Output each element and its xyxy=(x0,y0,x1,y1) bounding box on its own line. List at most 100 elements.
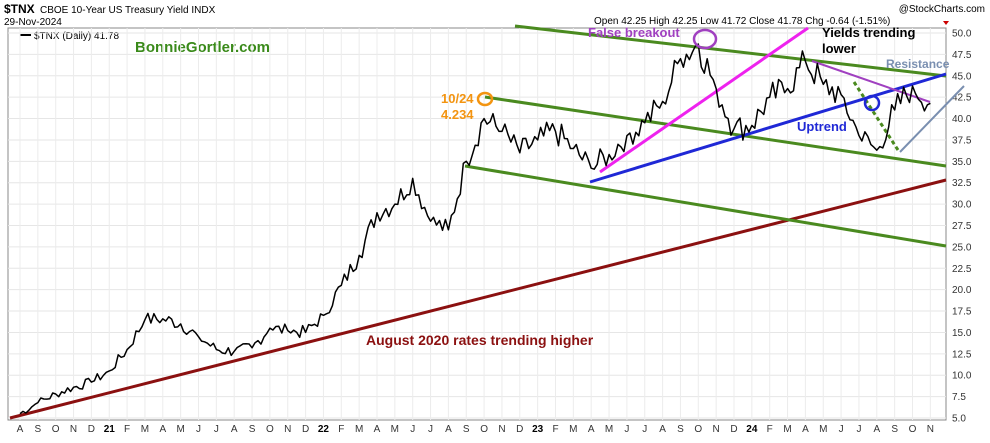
peak-date-label: 10/24 xyxy=(441,91,474,106)
y-tick-label: 50.0 xyxy=(952,29,972,40)
x-tick-label: F xyxy=(552,424,558,435)
yields-lower-label-2: lower xyxy=(822,41,856,56)
x-tick-label: N xyxy=(498,424,505,435)
x-tick-label: O xyxy=(694,424,702,435)
x-tick-label: M xyxy=(605,424,613,435)
x-tick-label: A xyxy=(231,424,238,435)
x-tick-label: 23 xyxy=(532,424,544,435)
x-tick-label: D xyxy=(88,424,95,435)
plot-frame xyxy=(7,27,947,421)
x-tick-label: O xyxy=(266,424,274,435)
resistance-line xyxy=(899,85,965,153)
ohlc-line: Open 42.25 High 42.25 Low 41.72 Close 41… xyxy=(594,16,890,27)
x-tick-label: J xyxy=(624,424,629,435)
x-tick-label: S xyxy=(249,424,256,435)
y-tick-label: 47.5 xyxy=(952,50,972,61)
x-tick-label: M xyxy=(141,424,149,435)
x-tick-label: M xyxy=(569,424,577,435)
false-breakout-line xyxy=(599,26,809,174)
x-tick-label: O xyxy=(909,424,917,435)
yields-lower-label-1: Yields trending xyxy=(822,25,915,40)
x-tick-label: S xyxy=(891,424,898,435)
x-tick-label: 21 xyxy=(104,424,116,435)
channel-middle-line xyxy=(484,95,947,168)
y-tick-label: 7.5 xyxy=(952,392,966,403)
x-tick-label: S xyxy=(463,424,470,435)
x-tick-label: A xyxy=(374,424,381,435)
x-tick-label: M xyxy=(783,424,791,435)
price-line xyxy=(19,43,931,415)
resistance-label: Resistance xyxy=(886,57,950,71)
symbol-name: CBOE 10-Year US Treasury Yield INDX xyxy=(40,5,216,16)
x-tick-label: J xyxy=(410,424,415,435)
x-tick-label: N xyxy=(284,424,291,435)
x-tick-label: A xyxy=(159,424,166,435)
grid xyxy=(8,28,946,420)
watermark: BonnieGortler.com xyxy=(135,39,270,56)
x-tick-label: A xyxy=(873,424,880,435)
y-tick-label: 22.5 xyxy=(952,264,972,275)
x-tick-label: S xyxy=(677,424,684,435)
uptrend-line xyxy=(589,72,947,184)
x-tick-label: N xyxy=(927,424,934,435)
uptrend-label: Uptrend xyxy=(797,119,847,134)
y-tick-label: 35.0 xyxy=(952,157,972,168)
peak-value-label: 4.234 xyxy=(441,107,474,122)
channel-lower-line xyxy=(464,164,947,248)
x-tick-label: F xyxy=(124,424,130,435)
x-tick-label: S xyxy=(35,424,42,435)
x-tick-label: A xyxy=(17,424,24,435)
x-tick-label: N xyxy=(713,424,720,435)
y-tick-label: 20.0 xyxy=(952,285,972,296)
x-tick-label: N xyxy=(70,424,77,435)
x-tick-label: J xyxy=(642,424,647,435)
y-tick-label: 25.0 xyxy=(952,242,972,253)
false-breakout-marker xyxy=(692,28,718,50)
down-arrow-icon xyxy=(943,21,949,25)
y-tick-label: 10.0 xyxy=(952,371,972,382)
x-tick-label: O xyxy=(52,424,60,435)
chart-date: 29-Nov-2024 xyxy=(4,17,62,28)
x-tick-label: D xyxy=(302,424,309,435)
legend-label: $TNX (Daily) 41.78 xyxy=(34,31,119,42)
y-tick-label: 17.5 xyxy=(952,307,972,318)
x-tick-label: M xyxy=(176,424,184,435)
x-tick-label: F xyxy=(767,424,773,435)
x-tick-label: J xyxy=(196,424,201,435)
x-tick-label: 22 xyxy=(318,424,330,435)
y-tick-label: 40.0 xyxy=(952,114,972,125)
y-tick-label: 45.0 xyxy=(952,71,972,82)
x-tick-label: A xyxy=(588,424,595,435)
x-axis: A S O N D 21 F M A M J J A S O N D 22 F M A M J J A S O N D 23 F M A M J J A… xyxy=(17,424,934,435)
false-breakout-label: False breakout xyxy=(588,25,680,40)
x-tick-label: 24 xyxy=(746,424,758,435)
x-tick-label: J xyxy=(214,424,219,435)
x-tick-label: A xyxy=(445,424,452,435)
y-axis: 5.0 7.5 10.0 12.5 15.0 17.5 20.0 22.5 25.0 27.5 30… xyxy=(952,29,972,425)
peak-marker xyxy=(476,91,494,107)
symbol: $TNX xyxy=(4,2,35,16)
y-tick-label: 12.5 xyxy=(952,349,972,360)
x-tick-label: M xyxy=(355,424,363,435)
x-tick-label: M xyxy=(391,424,399,435)
x-tick-label: D xyxy=(730,424,737,435)
aug2020-label: August 2020 rates trending higher xyxy=(366,332,594,348)
y-tick-label: 32.5 xyxy=(952,178,972,189)
y-tick-label: 37.5 xyxy=(952,135,972,146)
x-tick-label: A xyxy=(659,424,666,435)
brand: @StockCharts.com xyxy=(899,4,985,15)
y-tick-label: 15.0 xyxy=(952,328,972,339)
y-tick-label: 27.5 xyxy=(952,221,972,232)
x-tick-label: F xyxy=(338,424,344,435)
x-tick-label: O xyxy=(480,424,488,435)
x-tick-label: D xyxy=(516,424,523,435)
breakdown-marker xyxy=(863,94,881,112)
x-tick-label: J xyxy=(856,424,861,435)
x-tick-label: J xyxy=(839,424,844,435)
x-tick-label: M xyxy=(819,424,827,435)
y-tick-label: 42.5 xyxy=(952,93,972,104)
y-tick-label: 5.0 xyxy=(952,414,966,425)
x-tick-label: J xyxy=(428,424,433,435)
